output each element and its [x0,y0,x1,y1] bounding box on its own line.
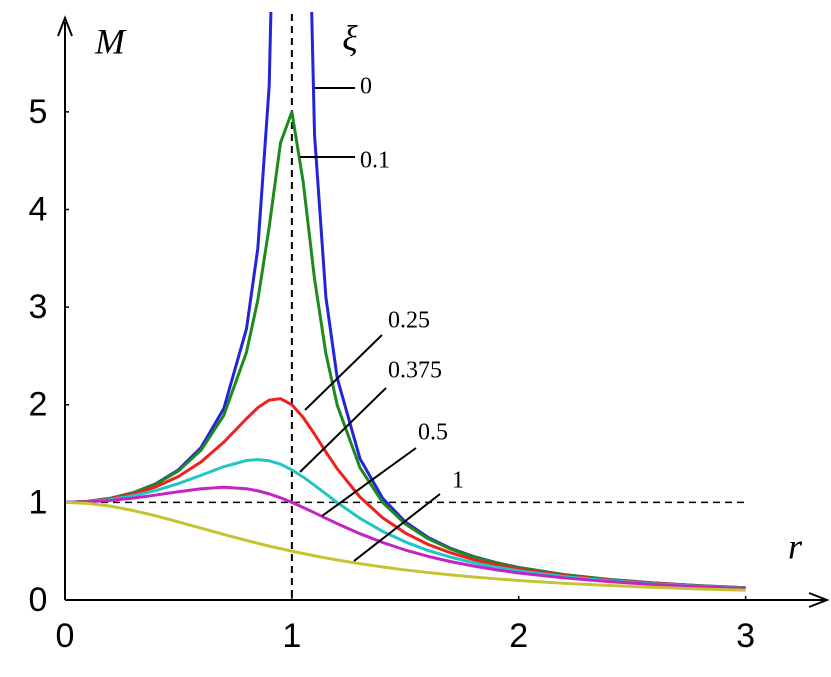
x-tick-label: 1 [282,617,301,655]
y-axis-label: M [94,21,127,61]
y-tick-label: 2 [29,386,48,424]
x-tick-label: 2 [509,617,528,655]
label-leader [304,334,383,411]
curve [64,458,746,590]
x-tick-label: 0 [56,617,75,655]
y-tick-label: 4 [29,190,48,228]
x-axis-label: r [788,526,803,566]
curve [64,485,746,591]
label-leader [353,493,441,562]
plot-area [64,12,746,592]
curve-label: 0.25 [388,308,430,334]
curve [64,397,746,590]
curve-label: 0 [360,74,372,100]
y-tick-label: 3 [29,288,48,326]
curve-label: 1 [452,468,464,494]
label-leader [321,447,417,517]
legend-title: ξ [342,18,358,58]
y-axis-arrow [57,15,73,37]
curve [64,12,746,590]
curve-label: 0.375 [388,358,442,384]
curve-label: 0.5 [418,420,448,446]
y-tick-label: 5 [29,93,48,131]
x-tick-label: 3 [736,617,755,655]
curve [64,110,746,590]
curve-label: 0.1 [360,148,390,174]
x-axis-arrow [808,592,830,608]
label-leader [299,387,387,473]
curve [64,500,746,592]
y-tick-label: 1 [29,483,48,521]
y-tick-label: 0 [29,581,48,619]
